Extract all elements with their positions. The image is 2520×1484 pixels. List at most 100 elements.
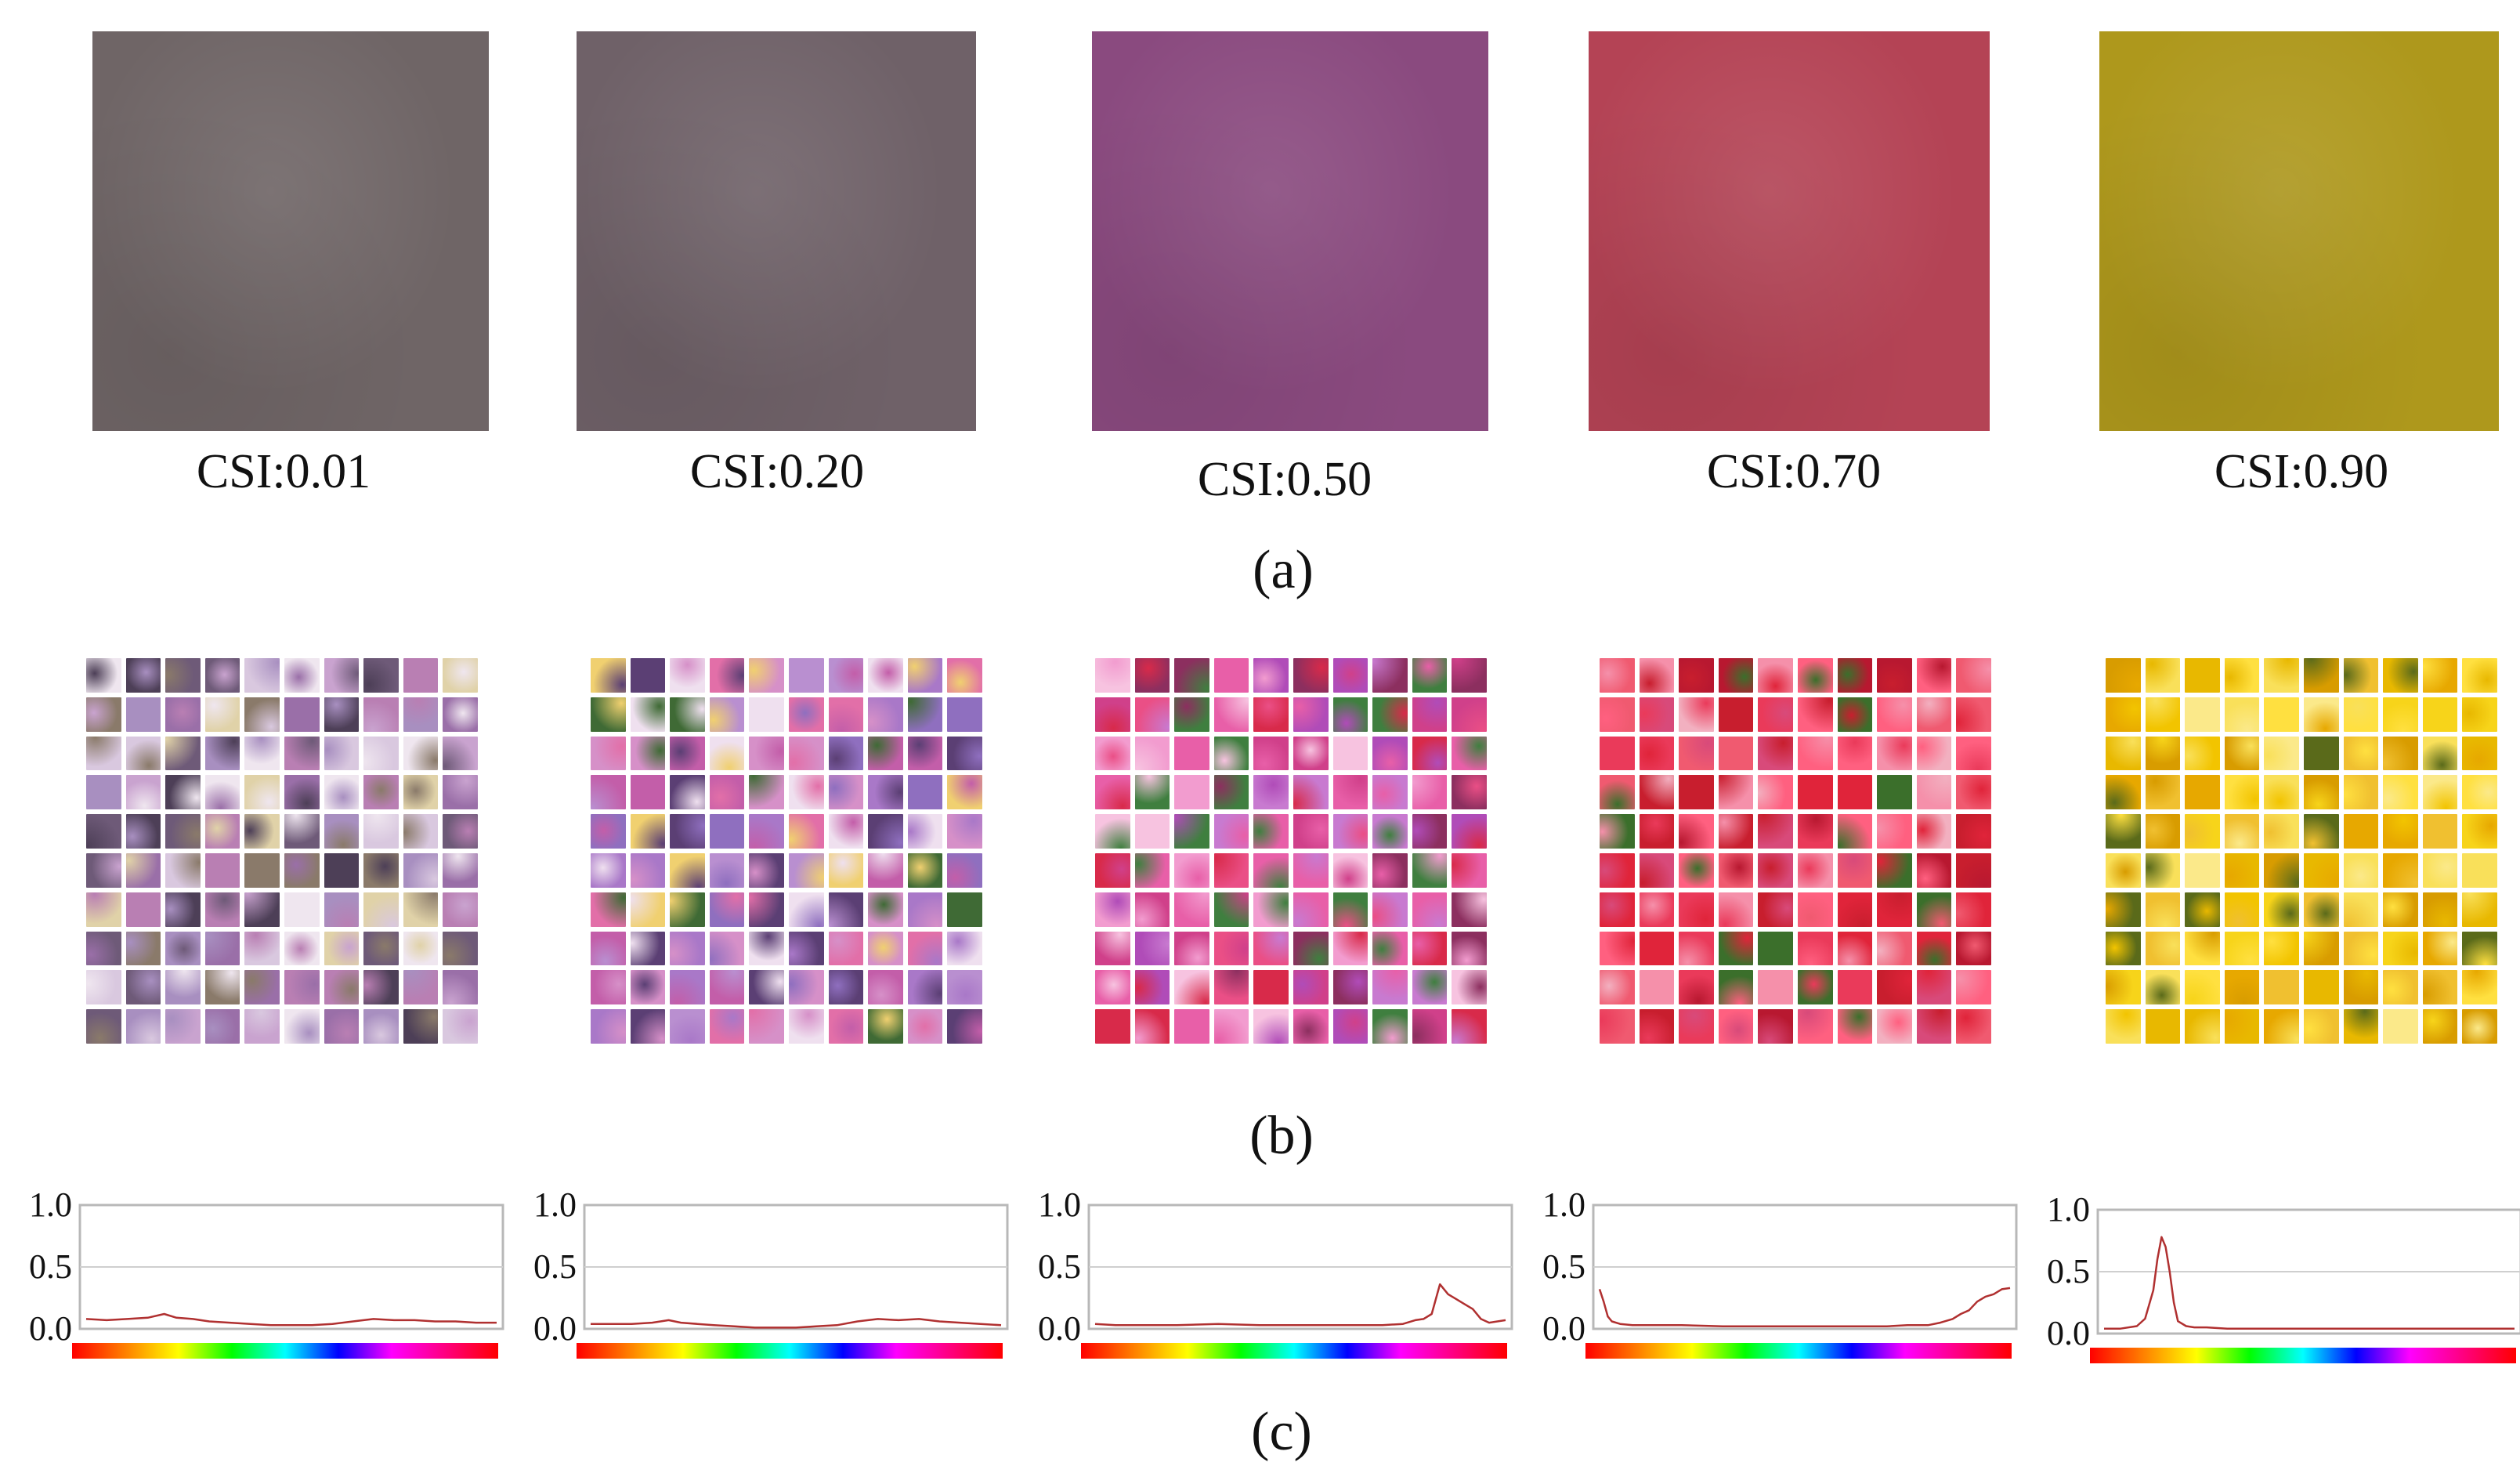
thumbnail: [403, 658, 439, 693]
thumbnail: [1639, 697, 1675, 732]
thumbnail: [1600, 852, 1635, 888]
thumbnail: [1134, 852, 1170, 888]
thumbnail: [86, 1009, 121, 1044]
thumbnail: [709, 892, 745, 927]
thumbnail: [749, 736, 784, 771]
thumbnail: [1758, 970, 1793, 1005]
thumbnail: [165, 1009, 201, 1044]
thumbnail: [868, 814, 903, 849]
thumbnail: [2422, 697, 2458, 732]
thumbnail: [1412, 697, 1448, 732]
thumbnail: [1916, 814, 1952, 849]
thumbnail: [324, 852, 360, 888]
thumbnail: [1877, 775, 1912, 810]
thumbnail: [2264, 736, 2299, 771]
thumbnail: [244, 775, 280, 810]
thumbnail: [1095, 775, 1130, 810]
thumbnail: [363, 892, 399, 927]
thumbnail: [2106, 658, 2141, 693]
thumbnail: [324, 658, 360, 693]
thumbnail: [2343, 697, 2379, 732]
hue-histogram-csi-0-01: 1.0 0.5 0.0: [29, 1175, 517, 1371]
thumbnail: [2343, 775, 2379, 810]
thumbnail: [1600, 775, 1635, 810]
thumbnail: [204, 697, 240, 732]
thumbnail: [591, 736, 626, 771]
hue-distribution-line: [85, 1312, 497, 1327]
thumbnail: [670, 1009, 705, 1044]
thumbnail: [86, 658, 121, 693]
thumbnail: [1452, 931, 1487, 966]
thumbnail: [1679, 814, 1714, 849]
hue-color-bar: [1585, 1343, 2012, 1359]
thumbnail: [1372, 970, 1408, 1005]
thumbnail: [1332, 658, 1368, 693]
thumbnail: [2343, 814, 2379, 849]
panel-label-c: (c): [1251, 1402, 1312, 1462]
thumbnail: [86, 970, 121, 1005]
color-swatch-csi-0-70: [1589, 31, 1990, 431]
thumbnail: [1639, 658, 1675, 693]
thumbnail: [1372, 658, 1408, 693]
thumbnail: [709, 697, 745, 732]
thumbnail: [284, 697, 320, 732]
thumbnail: [2383, 775, 2418, 810]
histogram-svg: 1.0 0.5 0.0: [533, 1185, 1009, 1359]
thumbnail: [907, 775, 943, 810]
thumbnail: [2224, 697, 2260, 732]
thumbnail: [1372, 1009, 1408, 1044]
thumbnail: [1213, 970, 1249, 1005]
thumbnail: [1916, 775, 1952, 810]
thumbnail: [2106, 775, 2141, 810]
thumbnail: [1956, 697, 1991, 732]
thumbnail: [868, 852, 903, 888]
thumbnail: [284, 775, 320, 810]
thumbnail: [1797, 1009, 1833, 1044]
thumbnail: [324, 970, 360, 1005]
thumbnail: [244, 736, 280, 771]
thumbnail: [363, 970, 399, 1005]
thumbnail: [284, 970, 320, 1005]
thumbnail: [2303, 658, 2339, 693]
thumbnail: [1679, 697, 1714, 732]
thumbnail: [324, 892, 360, 927]
thumbnail: [443, 775, 478, 810]
thumbnail: [947, 775, 982, 810]
thumbnail: [1095, 814, 1130, 849]
thumbnail: [324, 775, 360, 810]
hue-distribution-line: [2104, 1236, 2515, 1330]
thumbnail: [2185, 970, 2220, 1005]
thumbnail: [1332, 852, 1368, 888]
thumbnail: [2422, 852, 2458, 888]
thumbnail: [1134, 892, 1170, 927]
histogram-svg: 1.0 0.5 0.0: [2047, 1190, 2520, 1363]
thumbnail: [125, 970, 161, 1005]
thumbnail: [1253, 775, 1289, 810]
thumbnail: [828, 970, 864, 1005]
thumbnail: [1916, 658, 1952, 693]
thumbnail: [947, 658, 982, 693]
thumbnail: [1718, 892, 1754, 927]
thumbnail: [591, 852, 626, 888]
thumbnail: [868, 1009, 903, 1044]
thumbnail: [1174, 892, 1209, 927]
thumbnail: [1332, 970, 1368, 1005]
thumbnail: [1718, 970, 1754, 1005]
thumbnail: [204, 658, 240, 693]
thumbnail: [1758, 658, 1793, 693]
thumbnail: [1639, 736, 1675, 771]
thumbnail: [1332, 1009, 1368, 1044]
thumbnail: [86, 775, 121, 810]
thumbnail: [204, 931, 240, 966]
thumbnail: [2343, 931, 2379, 966]
thumbnail: [1758, 736, 1793, 771]
thumbnail: [2106, 970, 2141, 1005]
thumbnail: [2383, 697, 2418, 732]
thumbnail: [670, 658, 705, 693]
thumbnail: [403, 736, 439, 771]
thumbnail: [2303, 852, 2339, 888]
thumbnail: [443, 931, 478, 966]
thumbnail: [1837, 658, 1873, 693]
histogram-svg: 1.0 0.5 0.0: [1038, 1185, 1513, 1359]
thumbnail: [443, 892, 478, 927]
